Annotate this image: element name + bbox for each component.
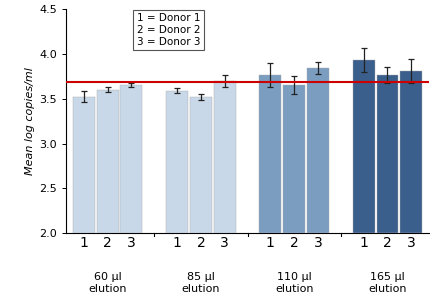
Bar (259, 75, 281, 233)
Bar (353, 60, 374, 233)
Bar (97, 90, 118, 233)
Bar (166, 91, 188, 233)
Text: 1 = Donor 1
2 = Donor 2
3 = Donor 3: 1 = Donor 1 2 = Donor 2 3 = Donor 3 (137, 13, 201, 47)
Bar (121, 85, 142, 233)
Text: 165 µl
elution: 165 µl elution (368, 272, 407, 294)
Bar (377, 75, 398, 233)
Bar (73, 97, 95, 233)
Text: 60 µl
elution: 60 µl elution (88, 272, 127, 294)
Y-axis label: Mean log copies/ml: Mean log copies/ml (25, 67, 35, 175)
Bar (190, 97, 212, 233)
Text: 110 µl
elution: 110 µl elution (275, 272, 313, 294)
Bar (307, 68, 329, 233)
Bar (400, 71, 422, 233)
Bar (283, 85, 305, 233)
Bar (214, 81, 236, 233)
Text: 85 µl
elution: 85 µl elution (182, 272, 220, 294)
